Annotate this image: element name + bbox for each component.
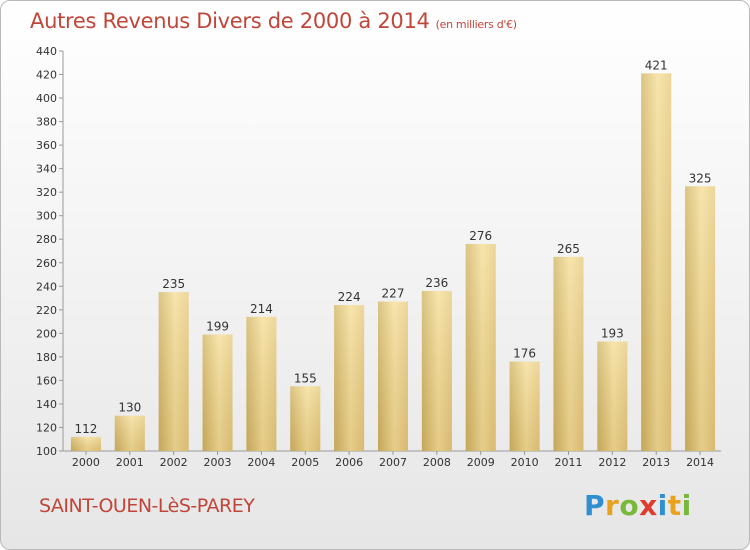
y-tick-label: 220	[36, 304, 57, 317]
bar-shade	[70, 436, 101, 451]
bar-shade	[509, 361, 540, 451]
y-tick-label: 240	[36, 280, 57, 293]
bar-value-label: 193	[601, 327, 624, 341]
logo-letter: P	[584, 489, 606, 522]
logo-letter: t	[667, 489, 682, 522]
y-tick-label: 440	[36, 45, 57, 58]
bar-shade	[597, 341, 628, 451]
logo-letter: i	[657, 489, 668, 522]
x-tick-label: 2004	[247, 456, 275, 469]
bar-shade	[685, 186, 716, 451]
x-tick-label: 2003	[204, 456, 232, 469]
bar-value-label: 176	[513, 347, 536, 361]
y-tick-label: 360	[36, 139, 57, 152]
x-tick-label: 2007	[379, 456, 407, 469]
y-tick-label: 340	[36, 163, 57, 176]
y-tick-label: 300	[36, 210, 57, 223]
bar-value-label: 421	[645, 58, 668, 72]
chart-subtitle: (en milliers d'€)	[435, 18, 517, 31]
bar-value-label: 325	[689, 171, 712, 185]
proxiti-logo: Proxiti	[584, 489, 692, 522]
bar-value-label: 214	[250, 302, 273, 316]
bar-value-label: 236	[425, 276, 448, 290]
x-tick-label: 2002	[160, 456, 188, 469]
x-tick-label: 2005	[291, 456, 319, 469]
bar-value-label: 112	[74, 422, 97, 436]
logo-letter: i	[681, 489, 692, 522]
y-tick-label: 420	[36, 69, 57, 82]
bar-value-label: 224	[338, 290, 361, 304]
bar-value-label: 235	[162, 277, 185, 291]
y-tick-label: 160	[36, 374, 57, 387]
bar-shade	[246, 316, 277, 451]
y-tick-label: 280	[36, 233, 57, 246]
logo-letter: r	[605, 489, 620, 522]
y-tick-label: 200	[36, 327, 57, 340]
y-tick-label: 380	[36, 116, 57, 129]
x-tick-label: 2014	[686, 456, 714, 469]
y-tick-label: 120	[36, 421, 57, 434]
bar-shade	[202, 334, 233, 451]
bar-shade	[158, 292, 189, 451]
chart-title-text: Autres Revenus Divers de 2000 à 2014	[30, 9, 430, 33]
bar-value-label: 276	[469, 229, 492, 243]
y-tick-label: 400	[36, 92, 57, 105]
commune-name: SAINT-OUEN-LèS-PAREY	[39, 495, 255, 517]
bar-value-label: 130	[118, 401, 141, 415]
logo-letter: o	[619, 489, 640, 522]
x-tick-label: 2009	[467, 456, 495, 469]
bar-value-label: 155	[294, 371, 317, 385]
y-tick-label: 100	[36, 445, 57, 458]
x-tick-label: 2012	[598, 456, 626, 469]
chart-title: Autres Revenus Divers de 2000 à 2014 (en …	[30, 9, 517, 33]
x-tick-label: 2010	[511, 456, 539, 469]
y-tick-label: 140	[36, 398, 57, 411]
bar-shade	[334, 305, 365, 451]
bar-value-label: 265	[557, 242, 580, 256]
x-tick-label: 2008	[423, 456, 451, 469]
bar-shade	[290, 386, 321, 451]
x-tick-label: 2011	[554, 456, 582, 469]
bar-shade	[421, 291, 452, 451]
bar-shade	[641, 73, 672, 452]
bar-value-label: 199	[206, 320, 229, 334]
y-tick-label: 180	[36, 351, 57, 364]
bar-value-label: 227	[382, 287, 405, 301]
bar-shade	[114, 415, 145, 451]
logo-letter: x	[639, 489, 658, 522]
y-tick-label: 320	[36, 186, 57, 199]
bar-shade	[378, 301, 408, 451]
y-tick-label: 260	[36, 257, 57, 270]
x-tick-label: 2013	[642, 456, 670, 469]
x-tick-label: 2001	[116, 456, 144, 469]
x-tick-label: 2000	[72, 456, 100, 469]
x-tick-label: 2006	[335, 456, 363, 469]
bar-shade	[553, 256, 584, 451]
bar-shade	[465, 243, 496, 451]
